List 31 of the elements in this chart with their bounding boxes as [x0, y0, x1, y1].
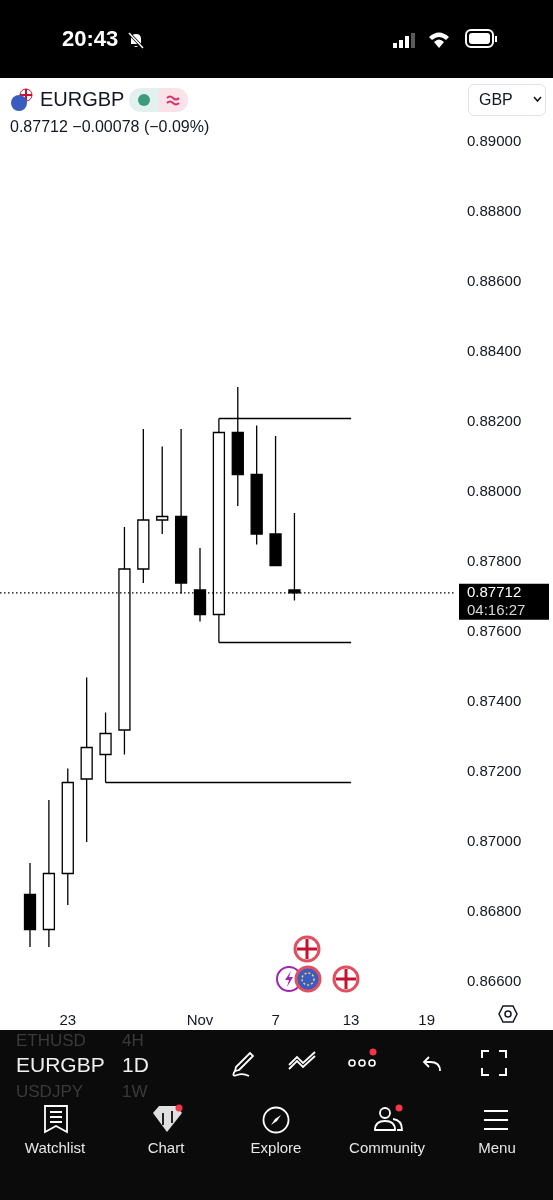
y-tick-label: 0.86800 [467, 902, 522, 920]
ref-line-label: 0.87712 [467, 582, 522, 600]
y-tick-label: 0.87000 [467, 832, 522, 850]
text: 1D [122, 1053, 149, 1077]
y-tick-label: 0.89000 [467, 132, 522, 150]
x-tick-label: 23 [59, 1011, 77, 1029]
text: Explore [249, 1139, 303, 1156]
text: EURGBP [16, 1053, 105, 1077]
x-tick-label: 13 [342, 1011, 360, 1029]
y-tick-label: 0.88200 [467, 412, 522, 430]
y-tick-label: 0.88800 [467, 202, 522, 220]
y-tick-label: 0.86600 [467, 972, 522, 990]
y-tick-label: 0.87800 [467, 552, 522, 570]
text: Menu [477, 1139, 517, 1156]
x-tick-label: 7 [271, 1011, 280, 1029]
x-tick-label: Nov [186, 1011, 214, 1029]
x-tick-label: 19 [418, 1011, 436, 1029]
chart-subtitle: 0.87712 −0.00078 (−0.09%) [10, 118, 210, 136]
y-tick-label: 0.87600 [467, 622, 522, 640]
text: Watchlist [23, 1139, 87, 1156]
text: 20:43 [62, 26, 119, 52]
y-tick-label: 0.88000 [467, 482, 522, 500]
text: 04:16:27 [467, 600, 526, 618]
y-tick-label: 0.87400 [467, 692, 522, 710]
text: GBP [468, 84, 546, 116]
chart-title: EURGBP [40, 88, 125, 111]
y-tick-label: 0.88400 [467, 342, 522, 360]
y-tick-label: 0.88600 [467, 272, 522, 290]
text: Community [348, 1139, 426, 1156]
text: Chart [146, 1139, 186, 1156]
y-tick-label: 0.87200 [467, 762, 522, 780]
